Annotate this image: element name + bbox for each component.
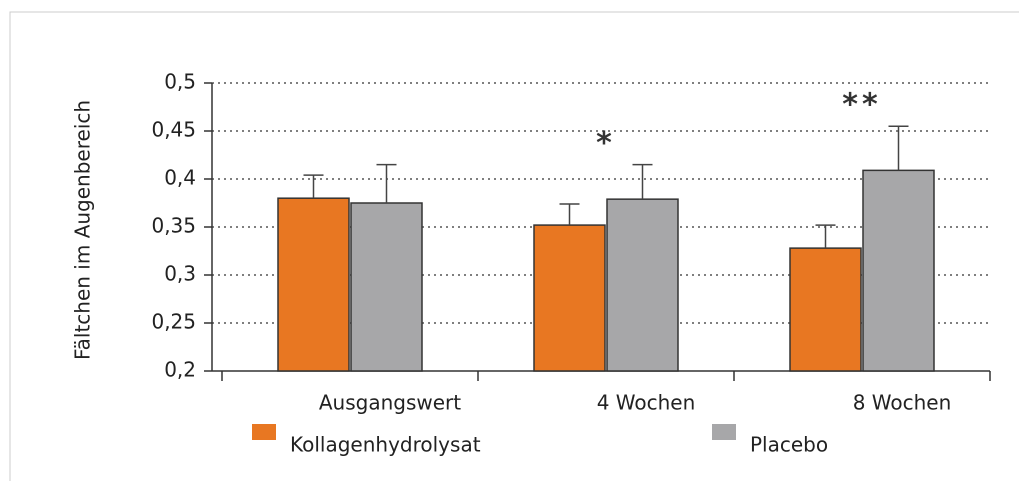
y-tick-label: 0,5 xyxy=(164,70,196,94)
legend-label: Kollagenhydrolysat xyxy=(290,433,481,457)
y-axis-label: Fältchen im Augenbereich xyxy=(71,100,95,360)
bar xyxy=(533,224,606,372)
y-tick-label: 0,3 xyxy=(164,262,196,286)
legend-swatch xyxy=(712,424,736,440)
y-tick-label: 0,4 xyxy=(164,166,196,190)
y-tick-label: 0,25 xyxy=(151,310,196,334)
bar xyxy=(350,202,423,372)
x-tick-label: 8 Wochen xyxy=(853,391,952,415)
bar xyxy=(862,169,935,372)
legend-swatch xyxy=(252,424,276,440)
y-tick-label: 0,2 xyxy=(164,358,196,382)
bar xyxy=(606,198,679,372)
x-tick-label: Ausgangswert xyxy=(319,391,461,415)
y-tick-label: 0,45 xyxy=(151,118,196,142)
legend-label: Placebo xyxy=(750,433,828,457)
frame xyxy=(9,11,1019,481)
bar xyxy=(277,197,350,372)
bar xyxy=(789,247,862,372)
x-tick-label: 4 Wochen xyxy=(597,391,696,415)
annotation: * xyxy=(596,126,616,161)
y-tick-label: 0,35 xyxy=(151,214,196,238)
annotation: ** xyxy=(842,88,881,123)
